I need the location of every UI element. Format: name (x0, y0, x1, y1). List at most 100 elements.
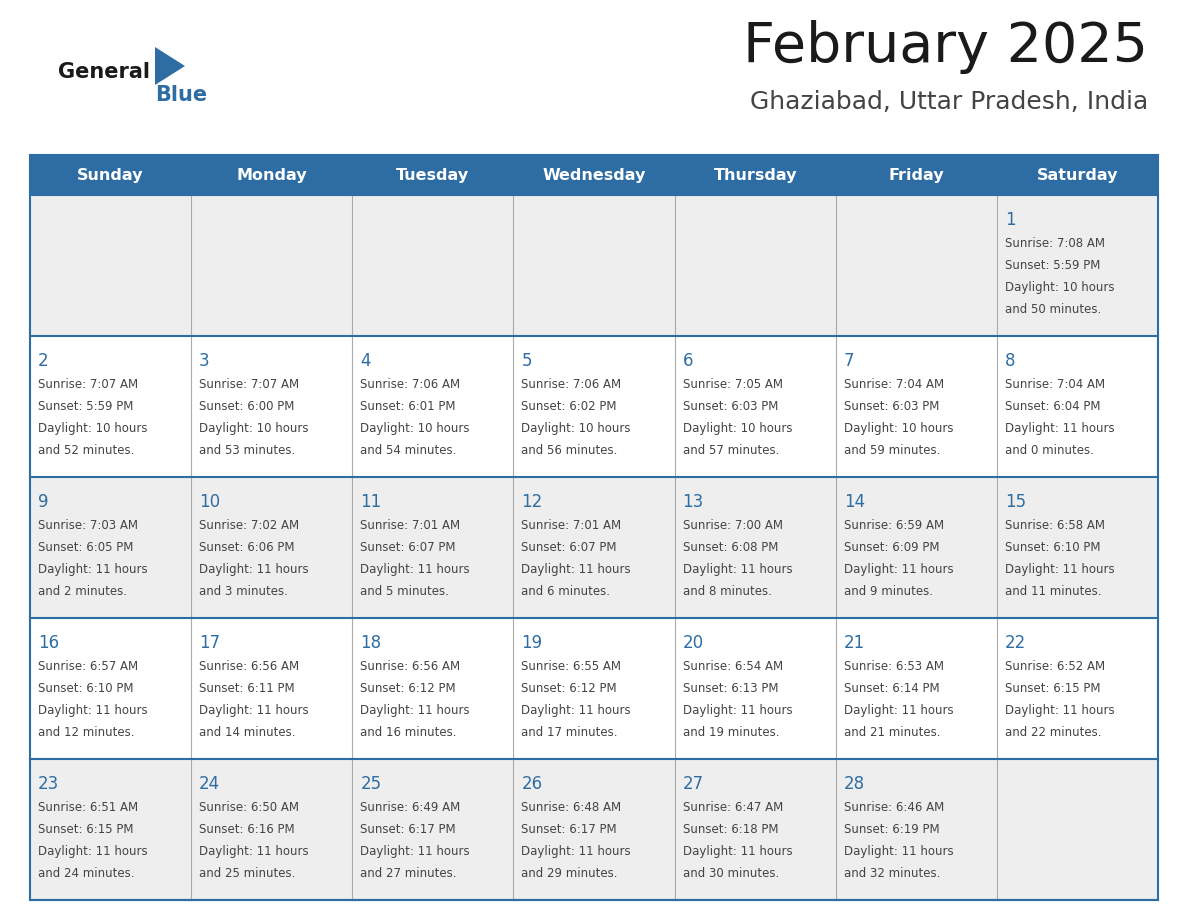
Text: and 30 minutes.: and 30 minutes. (683, 867, 779, 880)
Text: Sunrise: 7:02 AM: Sunrise: 7:02 AM (200, 519, 299, 532)
Text: 25: 25 (360, 775, 381, 793)
Text: Sunset: 6:05 PM: Sunset: 6:05 PM (38, 541, 133, 554)
Text: 24: 24 (200, 775, 220, 793)
Text: 9: 9 (38, 493, 49, 511)
Text: and 5 minutes.: and 5 minutes. (360, 585, 449, 598)
Text: Sunset: 6:10 PM: Sunset: 6:10 PM (38, 682, 133, 695)
Text: Sunset: 6:03 PM: Sunset: 6:03 PM (683, 400, 778, 413)
Text: Sunrise: 7:04 AM: Sunrise: 7:04 AM (1005, 378, 1105, 391)
Text: Daylight: 11 hours: Daylight: 11 hours (360, 563, 470, 576)
Text: Sunset: 6:19 PM: Sunset: 6:19 PM (843, 823, 940, 836)
Text: Sunset: 6:01 PM: Sunset: 6:01 PM (360, 400, 456, 413)
Text: and 59 minutes.: and 59 minutes. (843, 444, 940, 457)
Text: Daylight: 11 hours: Daylight: 11 hours (843, 845, 953, 858)
Text: General: General (58, 62, 150, 82)
Text: Daylight: 11 hours: Daylight: 11 hours (200, 563, 309, 576)
Text: Sunset: 6:12 PM: Sunset: 6:12 PM (360, 682, 456, 695)
Text: Sunset: 6:00 PM: Sunset: 6:00 PM (200, 400, 295, 413)
Bar (30, 477, 1158, 618)
Text: 1: 1 (1005, 211, 1016, 229)
Text: Sunrise: 6:50 AM: Sunrise: 6:50 AM (200, 801, 299, 814)
Text: 13: 13 (683, 493, 703, 511)
Text: Sunset: 6:14 PM: Sunset: 6:14 PM (843, 682, 940, 695)
Bar (30, 618, 1158, 759)
Text: and 53 minutes.: and 53 minutes. (200, 444, 296, 457)
Text: Daylight: 11 hours: Daylight: 11 hours (522, 704, 631, 717)
Text: 22: 22 (1005, 634, 1026, 652)
Text: Sunset: 6:13 PM: Sunset: 6:13 PM (683, 682, 778, 695)
Text: Sunset: 6:02 PM: Sunset: 6:02 PM (522, 400, 617, 413)
Bar (30, 155, 1158, 195)
Text: and 29 minutes.: and 29 minutes. (522, 867, 618, 880)
Text: and 8 minutes.: and 8 minutes. (683, 585, 771, 598)
Text: Sunrise: 7:01 AM: Sunrise: 7:01 AM (522, 519, 621, 532)
Text: 16: 16 (38, 634, 59, 652)
Text: Daylight: 10 hours: Daylight: 10 hours (683, 422, 792, 435)
Text: and 12 minutes.: and 12 minutes. (38, 726, 134, 739)
Text: 23: 23 (38, 775, 59, 793)
Text: and 21 minutes.: and 21 minutes. (843, 726, 940, 739)
Text: 3: 3 (200, 352, 210, 370)
Text: Sunset: 5:59 PM: Sunset: 5:59 PM (38, 400, 133, 413)
Text: Daylight: 11 hours: Daylight: 11 hours (38, 845, 147, 858)
Text: and 32 minutes.: and 32 minutes. (843, 867, 940, 880)
Text: and 9 minutes.: and 9 minutes. (843, 585, 933, 598)
Text: Sunset: 6:11 PM: Sunset: 6:11 PM (200, 682, 295, 695)
Text: 12: 12 (522, 493, 543, 511)
Text: Sunrise: 6:57 AM: Sunrise: 6:57 AM (38, 660, 138, 673)
Text: Sunset: 6:15 PM: Sunset: 6:15 PM (38, 823, 133, 836)
Text: Sunset: 6:17 PM: Sunset: 6:17 PM (522, 823, 617, 836)
Text: Daylight: 11 hours: Daylight: 11 hours (200, 845, 309, 858)
Text: and 50 minutes.: and 50 minutes. (1005, 303, 1101, 316)
Text: Thursday: Thursday (713, 167, 797, 183)
Text: Sunset: 6:17 PM: Sunset: 6:17 PM (360, 823, 456, 836)
Text: 10: 10 (200, 493, 220, 511)
Text: 26: 26 (522, 775, 543, 793)
Text: Sunset: 6:03 PM: Sunset: 6:03 PM (843, 400, 939, 413)
Text: Sunset: 6:16 PM: Sunset: 6:16 PM (200, 823, 295, 836)
Text: Sunrise: 6:59 AM: Sunrise: 6:59 AM (843, 519, 943, 532)
Text: Sunrise: 6:47 AM: Sunrise: 6:47 AM (683, 801, 783, 814)
Text: Sunset: 6:09 PM: Sunset: 6:09 PM (843, 541, 940, 554)
Text: Sunrise: 6:51 AM: Sunrise: 6:51 AM (38, 801, 138, 814)
Text: 11: 11 (360, 493, 381, 511)
Text: 7: 7 (843, 352, 854, 370)
Bar (30, 336, 1158, 477)
Text: and 6 minutes.: and 6 minutes. (522, 585, 611, 598)
Text: 4: 4 (360, 352, 371, 370)
Text: Sunrise: 6:58 AM: Sunrise: 6:58 AM (1005, 519, 1105, 532)
Text: Daylight: 11 hours: Daylight: 11 hours (683, 704, 792, 717)
Text: 21: 21 (843, 634, 865, 652)
Text: Sunrise: 7:01 AM: Sunrise: 7:01 AM (360, 519, 461, 532)
Polygon shape (154, 47, 185, 85)
Text: and 17 minutes.: and 17 minutes. (522, 726, 618, 739)
Text: 20: 20 (683, 634, 703, 652)
Bar (30, 195, 1158, 336)
Text: Saturday: Saturday (1037, 167, 1118, 183)
Text: 18: 18 (360, 634, 381, 652)
Text: and 57 minutes.: and 57 minutes. (683, 444, 779, 457)
Text: Daylight: 11 hours: Daylight: 11 hours (683, 563, 792, 576)
Text: and 3 minutes.: and 3 minutes. (200, 585, 287, 598)
Bar (30, 759, 1158, 900)
Text: Sunset: 6:06 PM: Sunset: 6:06 PM (200, 541, 295, 554)
Text: Sunrise: 7:03 AM: Sunrise: 7:03 AM (38, 519, 138, 532)
Text: Daylight: 10 hours: Daylight: 10 hours (200, 422, 309, 435)
Text: Sunrise: 7:05 AM: Sunrise: 7:05 AM (683, 378, 783, 391)
Text: Sunset: 6:10 PM: Sunset: 6:10 PM (1005, 541, 1100, 554)
Text: 27: 27 (683, 775, 703, 793)
Text: Daylight: 11 hours: Daylight: 11 hours (522, 845, 631, 858)
Text: Friday: Friday (889, 167, 944, 183)
Text: Sunset: 6:07 PM: Sunset: 6:07 PM (360, 541, 456, 554)
Text: Daylight: 11 hours: Daylight: 11 hours (360, 704, 470, 717)
Text: 6: 6 (683, 352, 693, 370)
Text: Sunrise: 6:55 AM: Sunrise: 6:55 AM (522, 660, 621, 673)
Text: Daylight: 10 hours: Daylight: 10 hours (843, 422, 953, 435)
Text: Daylight: 11 hours: Daylight: 11 hours (522, 563, 631, 576)
Text: Daylight: 11 hours: Daylight: 11 hours (38, 704, 147, 717)
Text: Sunset: 5:59 PM: Sunset: 5:59 PM (1005, 259, 1100, 272)
Text: Tuesday: Tuesday (397, 167, 469, 183)
Text: and 2 minutes.: and 2 minutes. (38, 585, 127, 598)
Text: Sunrise: 6:56 AM: Sunrise: 6:56 AM (360, 660, 461, 673)
Text: Sunset: 6:07 PM: Sunset: 6:07 PM (522, 541, 617, 554)
